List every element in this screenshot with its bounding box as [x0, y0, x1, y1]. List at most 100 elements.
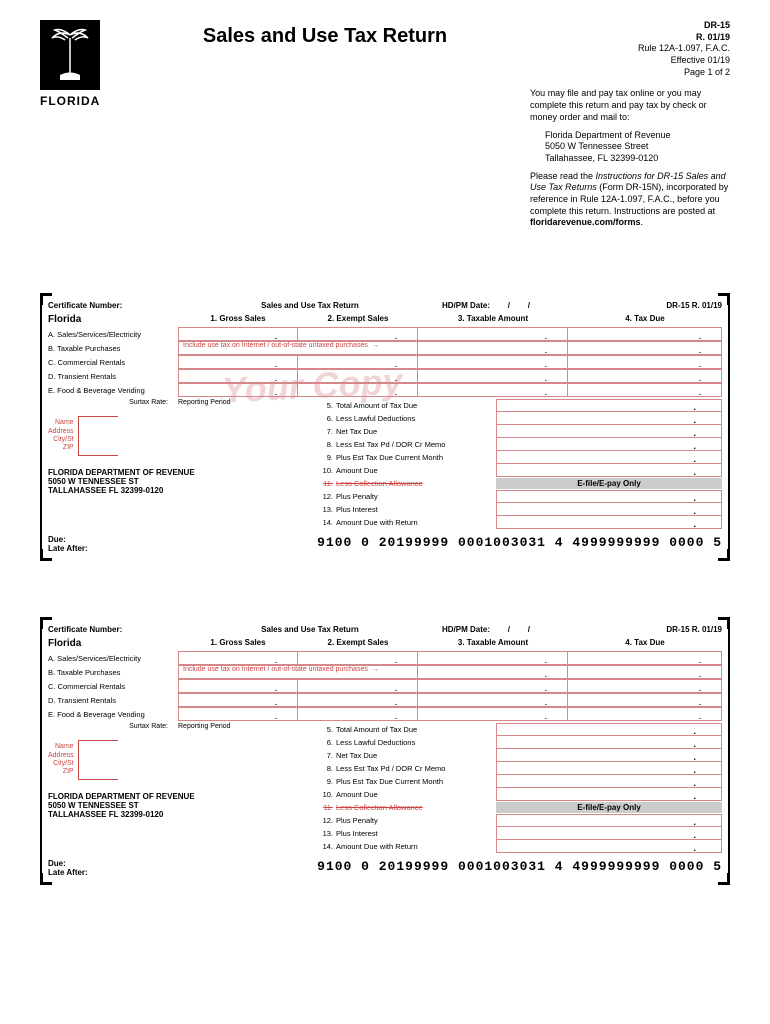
sum7-cell[interactable]	[496, 425, 722, 438]
cell-d3[interactable]	[418, 369, 568, 383]
state-label: Florida	[48, 314, 178, 325]
surtax-row: Surtax Rate: Reporting Period	[48, 399, 318, 406]
logo-text: FLORIDA	[40, 94, 120, 108]
summary-block: 5.Total Amount of Tax Due 6.Less Lawful …	[318, 723, 722, 853]
page-header: FLORIDA Sales and Use Tax Return DR-15 R…	[40, 20, 730, 235]
column-headers: Florida 1. Gross Sales 2. Exempt Sales 3…	[42, 312, 728, 327]
cell-d1[interactable]	[178, 369, 298, 383]
cell-d4[interactable]	[568, 693, 722, 707]
sum10-cell[interactable]	[496, 464, 722, 477]
sum9-cell[interactable]	[496, 775, 722, 788]
sum10-label: Amount Due	[336, 790, 496, 799]
reporting-period-label: Reporting Period	[178, 399, 231, 406]
sum14-cell[interactable]	[496, 840, 722, 853]
row-a: A. Sales/Services/Electricity	[42, 651, 728, 665]
sum11-label: Less Collection Allowance	[336, 479, 496, 488]
cell-c3[interactable]	[418, 355, 568, 369]
cell-a3[interactable]	[418, 327, 568, 341]
sum10-cell[interactable]	[496, 788, 722, 801]
state-label: Florida	[48, 638, 178, 649]
sum8-cell[interactable]	[496, 762, 722, 775]
row-c-label: C. Commercial Rentals	[48, 358, 178, 367]
sum9-label: Plus Est Tax Due Current Month	[336, 453, 496, 462]
sum5-label: Total Amount of Tax Due	[336, 725, 496, 734]
address-bracket-block: Name Address City/St ZIP	[48, 408, 318, 464]
cell-e2[interactable]	[298, 383, 418, 397]
cell-e1[interactable]	[178, 383, 298, 397]
sum13-cell[interactable]	[496, 503, 722, 516]
mailing-address: Florida Department of Revenue 5050 W Ten…	[545, 130, 730, 165]
cell-d2[interactable]	[298, 369, 418, 383]
col-taxable-amount: 3. Taxable Amount	[418, 638, 568, 649]
form-header-row: Certificate Number: Sales and Use Tax Re…	[42, 623, 728, 636]
cell-e3[interactable]	[418, 383, 568, 397]
sum14-label: Amount Due with Return	[336, 518, 496, 527]
row-d-label: D. Transient Rentals	[48, 696, 178, 705]
corner-marker	[40, 549, 52, 561]
cell-c1[interactable]	[178, 355, 298, 369]
cell-d3[interactable]	[418, 693, 568, 707]
cell-b3[interactable]	[418, 665, 568, 679]
left-block: Surtax Rate: Reporting Period Name Addre…	[48, 723, 318, 853]
cert-number-label: Certificate Number:	[48, 301, 178, 310]
cell-c1[interactable]	[178, 679, 298, 693]
cell-a4[interactable]	[568, 651, 722, 665]
col-tax-due: 4. Tax Due	[568, 638, 722, 649]
cell-c2[interactable]	[298, 355, 418, 369]
sum6-cell[interactable]	[496, 412, 722, 425]
cell-e3[interactable]	[418, 707, 568, 721]
form-id-rev: DR-15 R. 01/19	[622, 301, 722, 310]
sum13-cell[interactable]	[496, 827, 722, 840]
sum5-cell[interactable]	[496, 723, 722, 736]
col-tax-due: 4. Tax Due	[568, 314, 722, 325]
addr-line3: Tallahassee, FL 32399-0120	[545, 153, 730, 165]
sum6-cell[interactable]	[496, 736, 722, 749]
cell-d2[interactable]	[298, 693, 418, 707]
cell-d4[interactable]	[568, 369, 722, 383]
cell-e2[interactable]	[298, 707, 418, 721]
sum7-cell[interactable]	[496, 749, 722, 762]
row-a: A. Sales/Services/Electricity	[42, 327, 728, 341]
dept-address: FLORIDA DEPARTMENT OF REVENUE 5050 W TEN…	[48, 792, 318, 819]
sum8-label: Less Est Tax Pd / DOR Cr Memo	[336, 764, 496, 773]
row-c: C. Commercial Rentals	[42, 355, 728, 369]
sum9-cell[interactable]	[496, 451, 722, 464]
cell-a2[interactable]	[298, 651, 418, 665]
cell-e1[interactable]	[178, 707, 298, 721]
summary-block: 5.Total Amount of Tax Due 6.Less Lawful …	[318, 399, 722, 529]
cell-c4[interactable]	[568, 355, 722, 369]
cell-e4[interactable]	[568, 707, 722, 721]
cell-c3[interactable]	[418, 679, 568, 693]
form-revision: R. 01/19	[530, 32, 730, 44]
cell-e4[interactable]	[568, 383, 722, 397]
cert-number-label: Certificate Number:	[48, 625, 178, 634]
cell-a1[interactable]	[178, 327, 298, 341]
header-right: DR-15 R. 01/19 Rule 12A-1.097, F.A.C. Ef…	[530, 20, 730, 235]
cell-a4[interactable]	[568, 327, 722, 341]
row-e: E. Food & Beverage Vending	[42, 383, 728, 397]
cell-c2[interactable]	[298, 679, 418, 693]
cell-b4[interactable]	[568, 665, 722, 679]
row-c-label: C. Commercial Rentals	[48, 682, 178, 691]
address-bracket-block: Name Address City/St ZIP	[48, 732, 318, 788]
sum12-cell[interactable]	[496, 490, 722, 503]
cell-b4[interactable]	[568, 341, 722, 355]
form-effective: Effective 01/19	[530, 55, 730, 67]
form-copy-2: Certificate Number: Sales and Use Tax Re…	[40, 619, 730, 883]
cell-a1[interactable]	[178, 651, 298, 665]
surtax-row: Surtax Rate: Reporting Period	[48, 723, 318, 730]
sum14-cell[interactable]	[496, 516, 722, 529]
sum5-cell[interactable]	[496, 399, 722, 412]
sum8-cell[interactable]	[496, 438, 722, 451]
cell-a3[interactable]	[418, 651, 568, 665]
form-id-rev: DR-15 R. 01/19	[622, 625, 722, 634]
cell-d1[interactable]	[178, 693, 298, 707]
cell-c4[interactable]	[568, 679, 722, 693]
due-block: Due: Late After:	[48, 859, 198, 877]
sum12-cell[interactable]	[496, 814, 722, 827]
hdpm-date-label: HD/PM Date: / /	[442, 625, 622, 634]
due-label: Due:	[48, 535, 198, 544]
row-d: D. Transient Rentals	[42, 693, 728, 707]
cell-b3[interactable]	[418, 341, 568, 355]
cell-a2[interactable]	[298, 327, 418, 341]
